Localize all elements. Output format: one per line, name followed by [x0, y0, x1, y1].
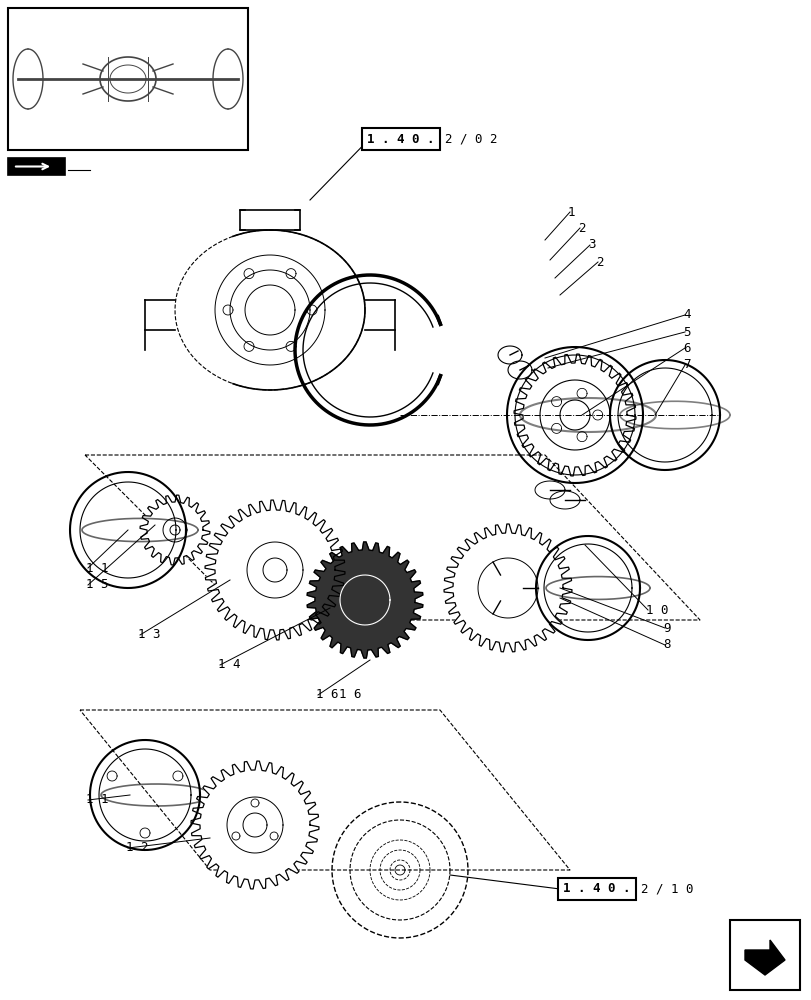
Polygon shape: [444, 524, 571, 652]
Bar: [8, 8, 247, 150]
FancyBboxPatch shape: [362, 128, 440, 150]
Polygon shape: [307, 542, 423, 658]
Text: 5: 5: [682, 326, 689, 338]
Text: 1 3: 1 3: [138, 629, 161, 642]
Polygon shape: [204, 500, 345, 640]
Polygon shape: [139, 495, 210, 565]
Polygon shape: [191, 761, 319, 889]
Text: 7: 7: [682, 359, 689, 371]
Text: 1 5: 1 5: [86, 578, 109, 591]
Text: 1 1: 1 1: [86, 793, 109, 806]
Polygon shape: [513, 354, 635, 476]
Text: 2 / 0 2: 2 / 0 2: [444, 133, 497, 146]
Text: 1: 1: [568, 206, 575, 219]
Text: 4: 4: [682, 308, 689, 322]
Text: 2: 2: [577, 222, 585, 234]
Text: 3: 3: [587, 238, 594, 251]
Text: 6: 6: [682, 342, 689, 355]
Text: 8: 8: [663, 639, 670, 652]
Text: 1 . 4 0 .: 1 . 4 0 .: [367, 133, 434, 146]
Text: 1 6: 1 6: [315, 688, 338, 702]
Text: 1 6: 1 6: [338, 688, 361, 702]
Bar: [729, 920, 799, 990]
FancyBboxPatch shape: [557, 878, 635, 900]
Text: 1 . 4 0 .: 1 . 4 0 .: [563, 882, 630, 895]
Text: 1 1: 1 1: [86, 562, 109, 574]
Text: 2 / 1 0: 2 / 1 0: [640, 882, 693, 895]
Bar: [8, 158, 65, 175]
Text: 2: 2: [595, 255, 603, 268]
Text: 9: 9: [663, 621, 670, 635]
Polygon shape: [744, 940, 784, 975]
Text: 1 2: 1 2: [126, 841, 148, 854]
Text: 1 0: 1 0: [646, 603, 667, 616]
Text: 1 4: 1 4: [217, 658, 240, 672]
